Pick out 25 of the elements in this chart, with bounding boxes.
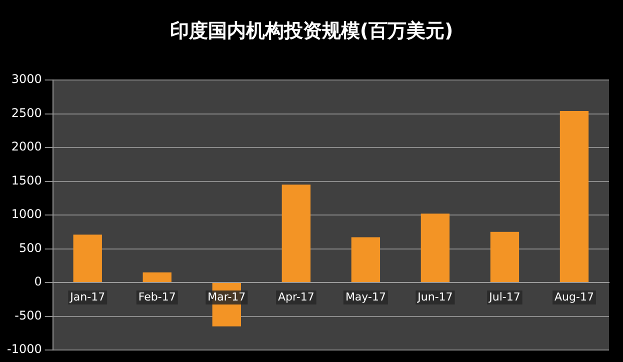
y-tick-label: 1500 [11,173,42,188]
x-tick-label: Mar-17 [208,290,246,304]
bar [282,184,311,282]
bar [560,111,589,282]
bar [73,234,102,282]
x-tick-label: May-17 [345,290,386,304]
x-tick-label: Aug-17 [554,290,594,304]
bar [142,272,172,282]
y-tick-label: -500 [14,308,42,322]
x-tick-label: Jul-17 [488,290,520,304]
bar [420,214,450,282]
y-tick-label: 0 [34,274,42,289]
bar [490,232,520,282]
x-tick-label: Jun-17 [416,290,453,304]
y-tick-label: 3000 [11,72,42,86]
chart-title: 印度国内机构投资规模(百万美元) [168,19,454,44]
y-tick-label: 500 [18,240,42,255]
bar [351,237,380,282]
y-tick-label: -1000 [6,342,42,356]
x-tick-label: Apr-17 [278,290,314,304]
y-tick-label: 2500 [11,106,42,120]
x-tick-label: Jan-17 [69,290,106,304]
y-tick-label: 1000 [11,207,42,222]
x-tick-label: Feb-17 [138,290,176,304]
y-tick-label: 2000 [11,140,42,154]
